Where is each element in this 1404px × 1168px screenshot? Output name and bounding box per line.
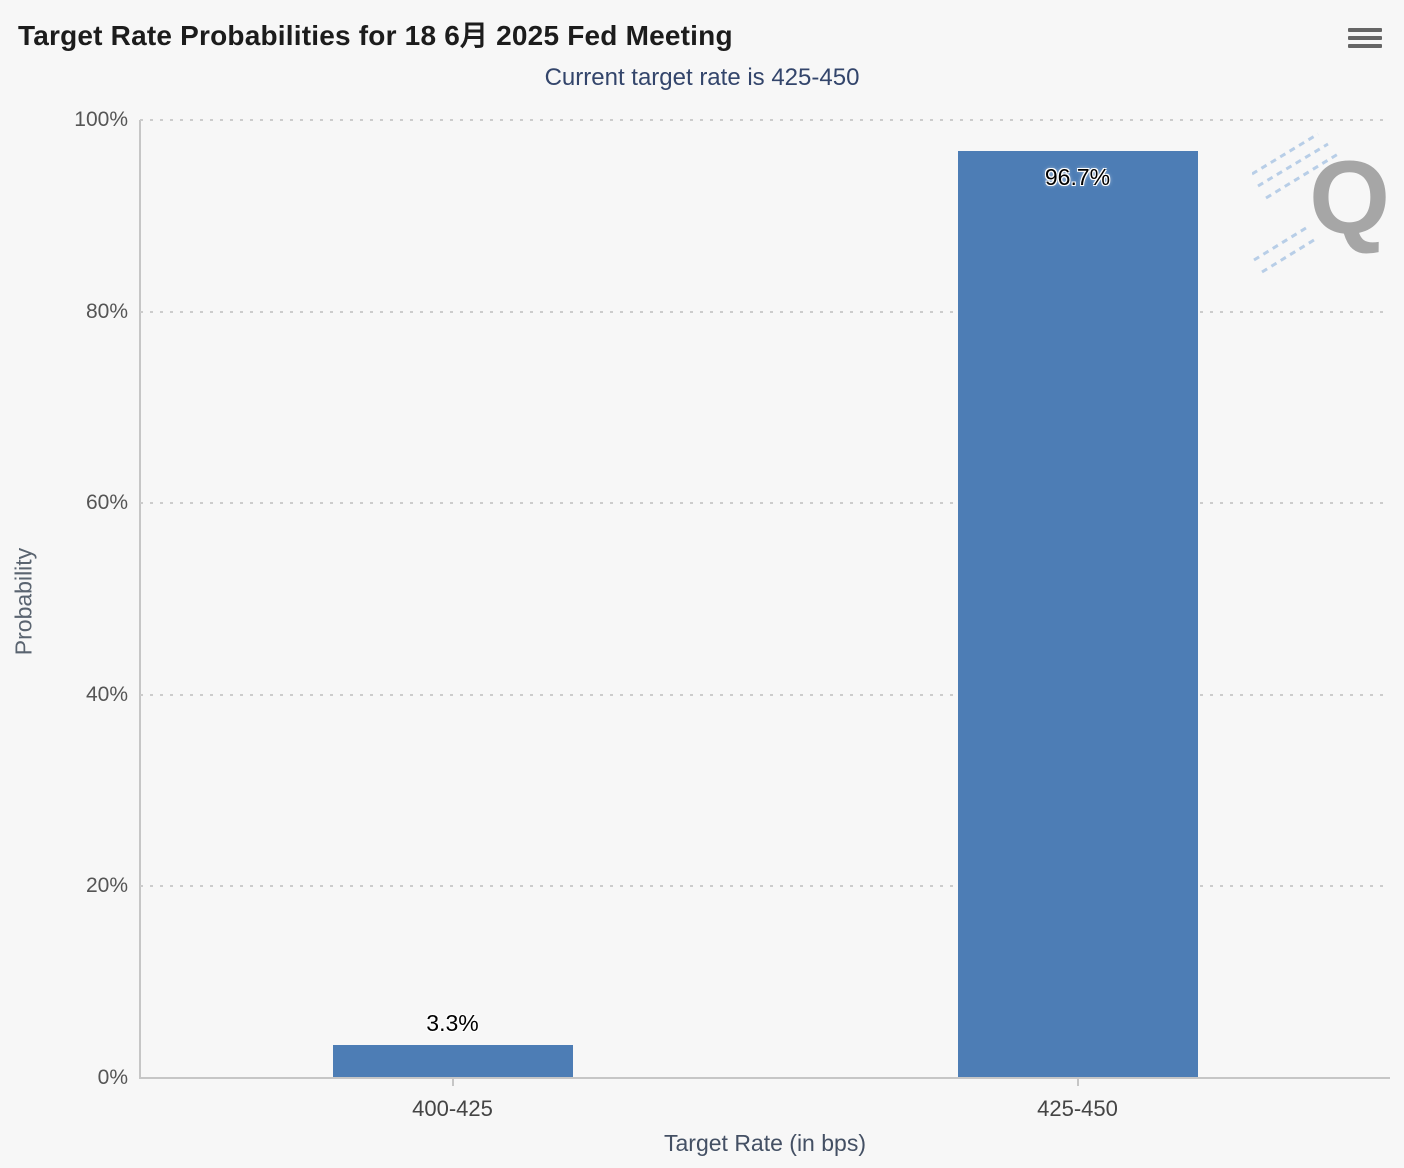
hamburger-icon — [1348, 44, 1382, 48]
x-axis-tick — [1076, 1078, 1079, 1086]
x-axis-tick — [451, 1078, 454, 1086]
y-axis-title: Probability — [10, 547, 37, 656]
chart-title: Target Rate Probabilities for 18 6月 2025… — [18, 20, 733, 51]
gridline-40% — [140, 693, 1390, 696]
y-tick-label: 20% — [85, 874, 128, 898]
gridline-100% — [140, 119, 1390, 121]
y-tick-label: 40% — [85, 682, 128, 706]
hamburger-icon — [1348, 36, 1382, 40]
hamburger-icon — [1348, 28, 1382, 32]
y-tick-label: 100% — [74, 108, 128, 131]
plot-area: 3.3% 96.7% — [140, 119, 1390, 1078]
x-category-label: 400-425 — [412, 1096, 493, 1121]
y-axis-line — [139, 120, 141, 1078]
y-tick-label: 0% — [97, 1066, 128, 1089]
gridline-20% — [140, 885, 1390, 888]
gridline-60% — [140, 502, 1390, 505]
x-category-label: 425-450 — [1037, 1096, 1118, 1121]
bar-data-label: 96.7% — [1044, 163, 1111, 190]
gridline-80% — [140, 310, 1390, 313]
chart-subtitle: Current target rate is 425-450 — [544, 64, 860, 91]
y-tick-label: 80% — [85, 299, 128, 323]
x-axis-line — [139, 1077, 1390, 1079]
bar-data-label: 3.3% — [426, 1010, 479, 1037]
bar-425-450[interactable] — [957, 150, 1198, 1077]
x-axis-title: Target Rate (in bps) — [664, 1130, 866, 1156]
bar-400-425[interactable] — [332, 1045, 573, 1077]
export-menu-button[interactable] — [1348, 24, 1382, 52]
y-tick-label: 60% — [85, 491, 128, 515]
